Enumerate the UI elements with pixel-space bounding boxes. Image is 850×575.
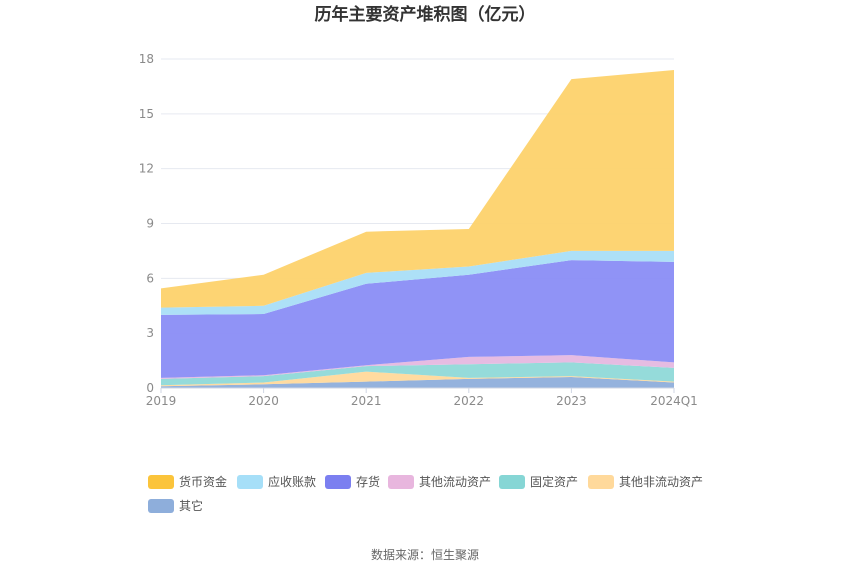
area-series-1 (161, 371, 674, 387)
legend-label: 其它 (179, 498, 203, 513)
legend-swatch (148, 475, 174, 489)
y-tick-label: 12 (139, 162, 154, 176)
y-axis: 0 3 6 9 12 15 18 (139, 52, 154, 395)
legend-swatch (325, 475, 351, 489)
x-tick-label: 2020 (248, 394, 279, 408)
x-tick-label: 2024Q1 (650, 394, 698, 408)
legend-swatch (588, 475, 614, 489)
legend-swatch (499, 475, 525, 489)
legend-label: 存货 (356, 474, 380, 489)
area-series-3 (161, 355, 674, 379)
area-series-6 (161, 70, 674, 308)
x-tick-label: 2019 (146, 394, 177, 408)
source-note: 数据来源：恒生聚源 (371, 547, 479, 562)
area-series-4 (161, 260, 674, 378)
x-tick-label: 2022 (454, 394, 485, 408)
y-tick-label: 15 (139, 107, 154, 121)
y-tick-label: 18 (139, 52, 154, 66)
legend-swatch (237, 475, 263, 489)
x-tick-label: 2023 (556, 394, 587, 408)
legend-swatch (148, 499, 174, 513)
x-axis: 2019 2020 2021 2022 2023 2024Q1 (146, 387, 698, 408)
y-tick-label: 9 (146, 217, 154, 231)
legend-label: 其他流动资产 (419, 475, 491, 489)
area-series (161, 70, 674, 388)
legend-label: 固定资产 (530, 474, 578, 489)
y-tick-label: 3 (146, 326, 154, 340)
legend-label: 应收账款 (268, 474, 316, 489)
legend-swatch (388, 475, 414, 489)
y-tick-label: 0 (146, 381, 154, 395)
x-tick-label: 2021 (351, 394, 382, 408)
area-series-2 (161, 362, 674, 386)
legend-label: 其他非流动资产 (619, 475, 703, 489)
y-tick-label: 6 (146, 271, 154, 285)
area-series-0 (161, 377, 674, 388)
chart-title: 历年主要资产堆积图（亿元） (315, 4, 536, 25)
legend-label: 货币资金 (179, 474, 227, 489)
area-series-5 (161, 250, 674, 315)
